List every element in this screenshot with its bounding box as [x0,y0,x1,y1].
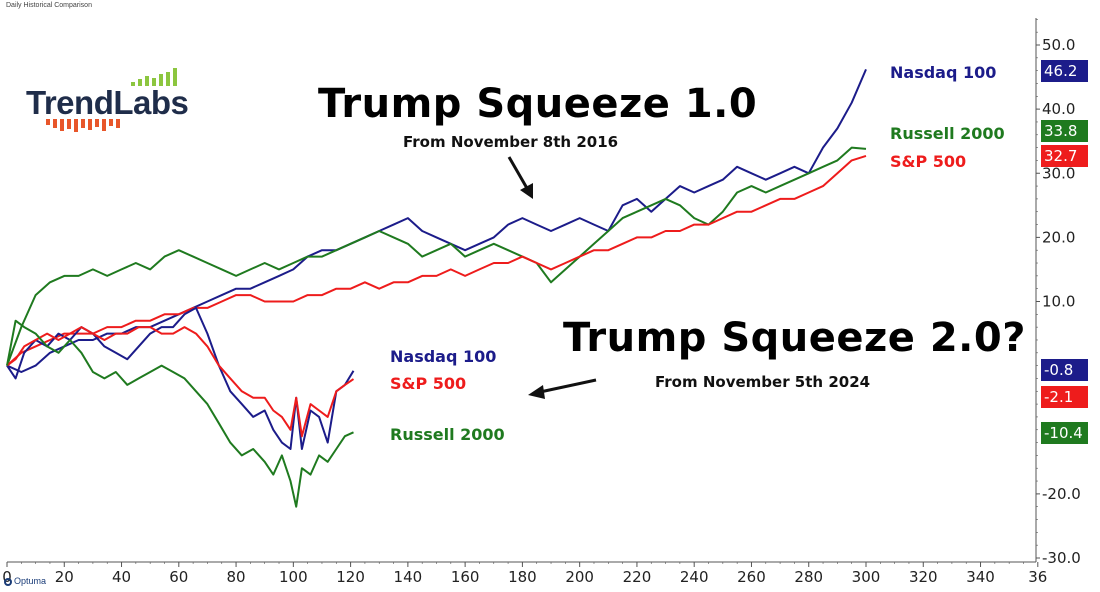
annotation-title-2: Trump Squeeze 2.0? [563,315,1026,361]
series-line-s-p-500-2016 [6,154,867,367]
logo-bar-green [159,74,163,86]
legend-label-sp500-2016: S&P 500 [890,152,967,171]
x-tick-label: 240 [680,568,709,586]
logo-bar-orange [74,119,78,132]
x-tick-label: 36 [1028,568,1047,586]
optuma-footer-brand: Optuma [4,576,46,586]
x-tick-label: 0 [2,568,12,586]
optuma-footer-text: Optuma [14,576,47,586]
x-tick-label: 220 [623,568,652,586]
value-badge-nasdaq-2016: 46.2 [1041,60,1088,82]
series-line-russell-2000-2024 [6,319,354,508]
y-tick-label: 10.0 [1042,293,1075,311]
logo-bar-orange [46,119,50,125]
x-tick-label: 120 [336,568,365,586]
y-tick-label: 40.0 [1042,100,1075,118]
x-tick-label: 20 [55,568,74,586]
x-tick-label: 200 [565,568,594,586]
arrow-1-shaft [507,156,530,191]
series-line-s-p-500-2024 [6,326,355,438]
logo-bar-orange [109,119,113,126]
x-tick-label: 180 [508,568,537,586]
x-tick-label: 140 [394,568,423,586]
series-line-nasdaq-100-2024 [6,306,355,450]
x-tick-label: 100 [279,568,308,586]
arrow-2-head [528,385,545,399]
logo-bar-orange [102,119,106,131]
arrow-1-head [520,183,533,199]
logo-bar-green [152,78,156,86]
logo-bar-orange [67,119,71,129]
y-tick-label: 20.0 [1042,228,1075,246]
y-tick-label: 30.0 [1042,164,1075,182]
x-tick-label: 40 [112,568,131,586]
logo-bar-green [131,82,135,86]
y-tick-label: 50.0 [1042,36,1075,54]
logo-bar-orange [95,119,99,127]
value-badge-russell-2024: -10.4 [1041,422,1088,444]
logo-bar-orange [88,119,92,130]
x-tick-label: 80 [227,568,246,586]
x-tick-label: 320 [909,568,938,586]
chart-header-title: Daily Historical Comparison [6,2,92,9]
x-tick-label: 280 [794,568,823,586]
y-tick-label: -30.0 [1042,549,1081,567]
arrow-2-shaft [539,378,597,394]
value-badge-sp500-2024: -2.1 [1041,386,1088,408]
legend-label-russell-2016: Russell 2000 [890,124,1005,143]
logo-bar-green [138,79,142,86]
x-tick-label: 60 [169,568,188,586]
legend-label-russell-2024: Russell 2000 [390,425,505,444]
legend-label-nasdaq-2024: Nasdaq 100 [390,347,497,366]
axes-layer: 50.0 40.0 30.0 20.0 10.0 -20.0 -30.0 0 20 40 60 80 1… [2,18,1081,586]
x-tick-label: 300 [852,568,881,586]
logo-bar-green [173,68,177,86]
logo-bar-green [145,76,149,86]
annotation-subtitle-2: From November 5th 2024 [655,373,871,391]
logo-bar-orange [81,119,85,128]
series-line-russell-2000-2016 [6,146,867,366]
optuma-logo-icon [4,578,12,586]
legend-label-sp500-2024: S&P 500 [390,374,467,393]
logo-bar-orange [116,119,120,128]
logo-bars [46,68,177,132]
value-badge-nasdaq-2024: -0.8 [1041,359,1088,381]
logo-bar-orange [60,119,64,131]
y-tick-label: -20.0 [1042,485,1081,503]
arrow-layer [507,156,597,399]
x-tick-label: 340 [966,568,995,586]
annotation-subtitle-1: From November 8th 2016 [403,133,619,151]
value-badge-russell-2016: 33.8 [1041,120,1088,142]
x-tick-label: 260 [737,568,766,586]
value-badge-sp500-2016: 32.7 [1041,145,1088,167]
x-tick-label: 160 [451,568,480,586]
annotation-title-1: Trump Squeeze 1.0 [318,81,758,127]
logo-bar-green [166,72,170,86]
legend-label-nasdaq-2016: Nasdaq 100 [890,63,997,82]
logo-bar-orange [53,119,57,128]
series-layer [6,69,867,508]
trendlabs-logo: TrendLabs [26,84,189,121]
